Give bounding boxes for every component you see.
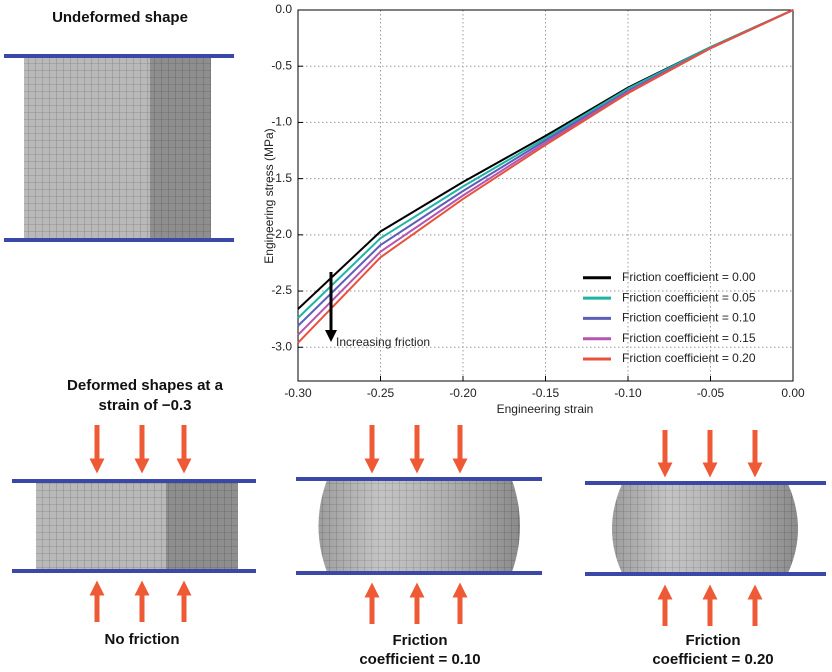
deformed-no-friction [12,425,256,622]
panel-caption: Friction [686,632,741,649]
annotation: Increasing friction [336,335,430,349]
legend-label: Friction coefficient = 0.20 [622,351,756,365]
legend-label: Friction coefficient = 0.00 [622,270,756,284]
deformed-friction-010 [296,425,542,624]
undeformed-title: Undeformed shape [52,9,188,26]
x-tick-label: -0.30 [284,386,312,400]
deformed-friction-020 [585,430,826,626]
y-tick-label: -3.0 [271,339,292,353]
x-tick-label: -0.15 [532,386,560,400]
y-tick-label: -2.5 [271,283,292,297]
deformed-title: Deformed shapes at a [67,377,224,394]
x-tick-label: -0.05 [697,386,725,400]
x-tick-label: 0.00 [781,386,805,400]
y-tick-label: -1.0 [271,115,292,129]
x-tick-label: -0.20 [449,386,477,400]
y-tick-label: -2.0 [271,227,292,241]
deformed-title: strain of −0.3 [99,397,192,414]
undeformed-shape [4,54,234,242]
x-tick-label: -0.25 [367,386,395,400]
panel-caption: coefficient = 0.20 [652,651,773,668]
panel-caption: coefficient = 0.10 [359,651,480,668]
y-axis-label: Engineering stress (MPa) [262,128,276,263]
legend-label: Friction coefficient = 0.05 [622,290,756,304]
plot-frame [297,9,794,382]
y-tick-label: -0.5 [271,58,292,72]
x-axis-label: Engineering strain [497,402,594,416]
panel-caption: No friction [105,631,180,648]
legend-label: Friction coefficient = 0.10 [622,311,756,325]
y-tick-label: -1.5 [271,171,292,185]
chart: 0.0 -0.5 -1.0 -1.5 -2.0 -2.5 -3.0 -0.30 -0.25 -0.… [271,2,805,400]
y-tick-label: 0.0 [275,2,292,16]
x-tick-label: -0.10 [614,386,642,400]
panel-caption: Friction [393,632,448,649]
legend-label: Friction coefficient = 0.15 [622,331,756,345]
series-line [297,9,794,344]
